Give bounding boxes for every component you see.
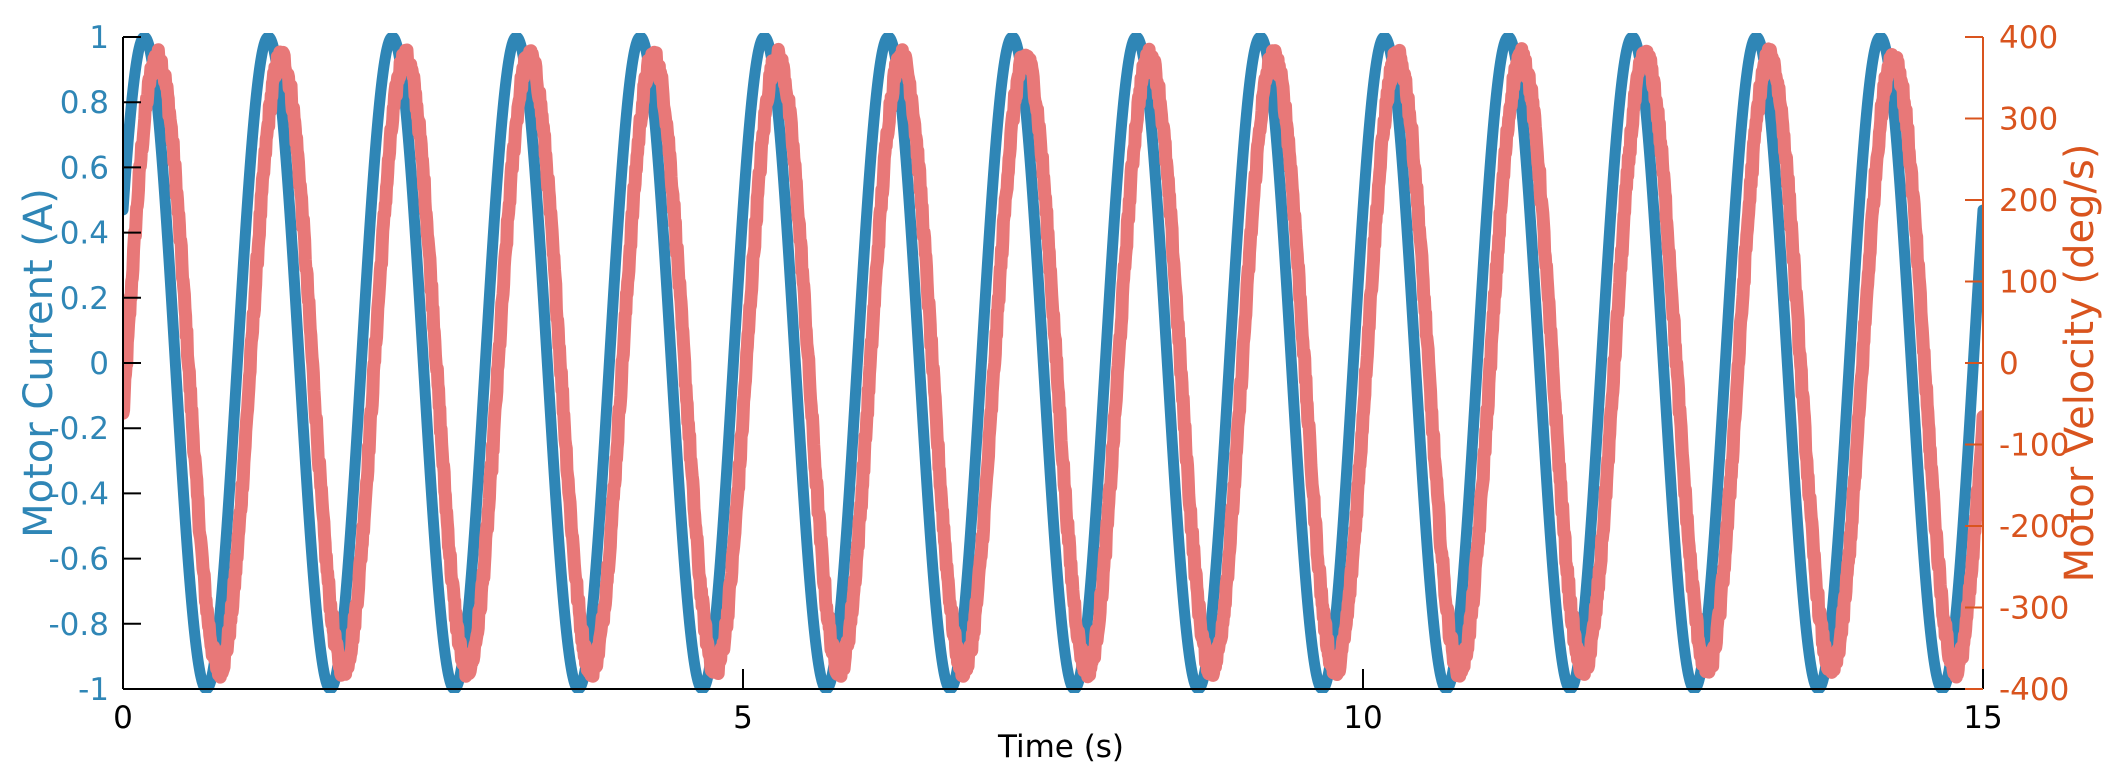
y-left-tick-label: -1: [78, 672, 109, 708]
y-left-tick-label: 0.2: [60, 281, 109, 317]
y-left-tick-label: 0.6: [60, 150, 109, 186]
y-left-tick-label: 0: [89, 346, 109, 382]
y-right-tick-label: 200: [1999, 183, 2058, 219]
y-left-tick-label: -0.2: [49, 411, 110, 447]
y-right-tick-label: -400: [1999, 672, 2069, 708]
x-tick-label: 10: [1343, 700, 1382, 736]
y-left-tick-label: -0.8: [49, 607, 110, 643]
y-left-tick-label: 1: [89, 20, 109, 56]
y-axis-left-title: Motor Current (A): [16, 188, 62, 538]
axes: 0 5 10 15 -1 -0.8 -0.6 -0.4 -0.2 0 0.2 0.4 0.6 0.8 1 -4…: [49, 20, 2070, 736]
x-axis-title: Time (s): [997, 729, 1124, 765]
y-left-tick-label: 0.8: [60, 85, 109, 121]
y-right-tick-label: -300: [1999, 591, 2069, 627]
y-right-tick-label: 400: [1999, 20, 2058, 56]
series-line-motor-current: [123, 33, 1983, 693]
series-layer: [123, 33, 1983, 693]
y-left-tick-label: -0.6: [49, 542, 110, 578]
y-right-tick-label: 0: [1999, 346, 2019, 382]
y-left-tick-label: -0.4: [49, 476, 110, 512]
series-line-motor-velocity: [123, 42, 1983, 684]
y-right-tick-label: 100: [1999, 265, 2058, 301]
x-tick-label: 15: [1963, 700, 2002, 736]
y-right-tick-label: 300: [1999, 102, 2058, 138]
y-left-tick-label: 0.4: [60, 216, 109, 252]
x-tick-label: 0: [113, 700, 133, 736]
y-right-tick-label: -200: [1999, 509, 2069, 545]
y-right-tick-label: -100: [1999, 428, 2069, 464]
x-tick-label: 5: [733, 700, 753, 736]
y-axis-right-title: Motor Velocity (deg/s): [2057, 144, 2103, 583]
